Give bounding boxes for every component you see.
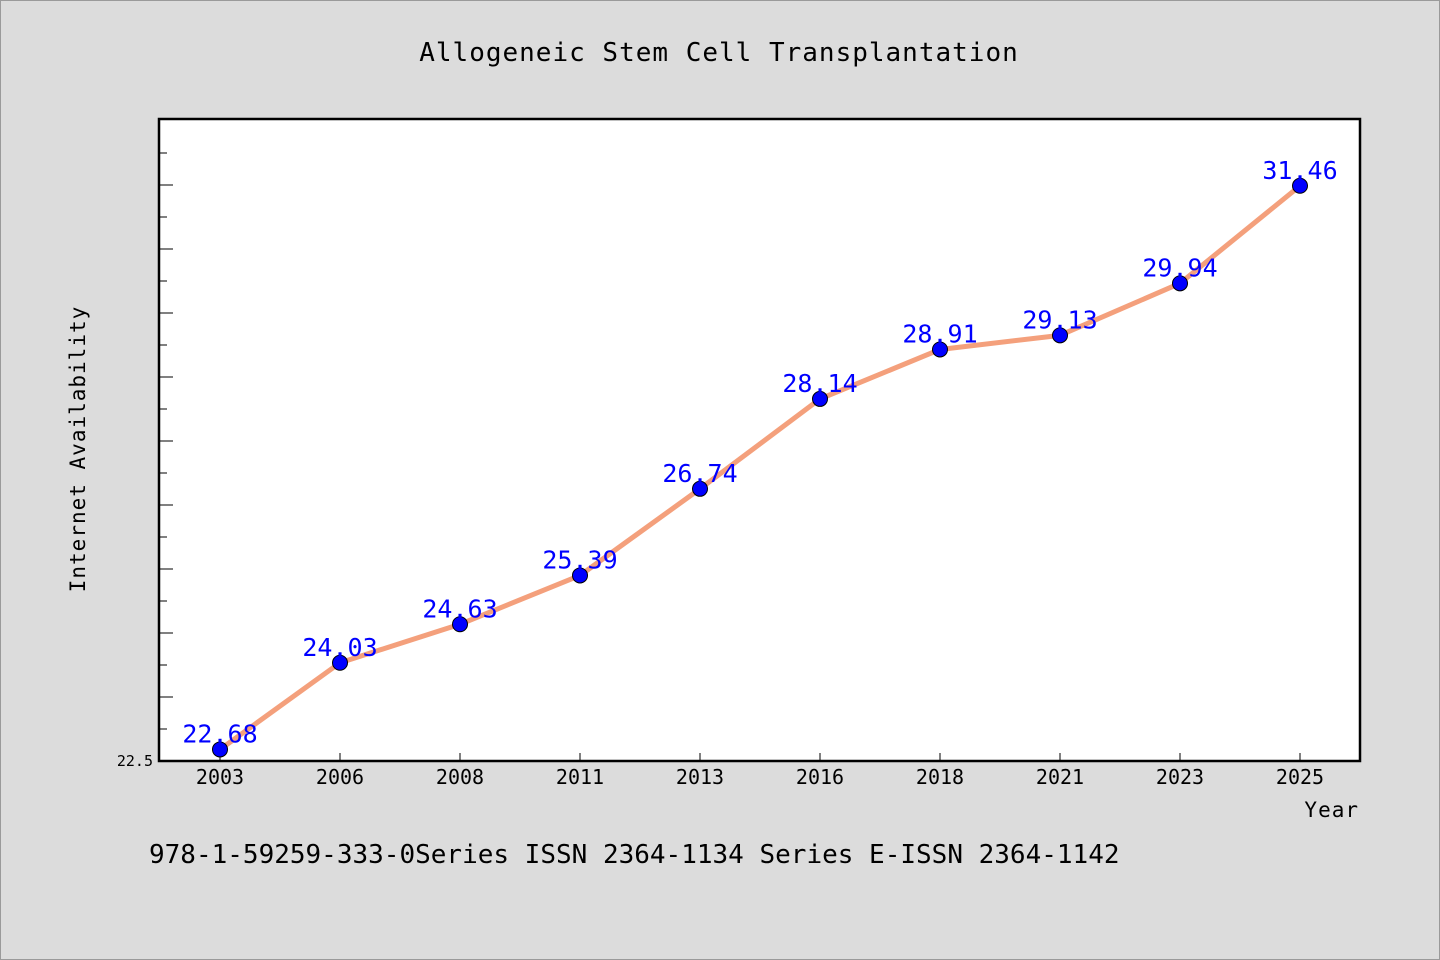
data-point-marker [1292,177,1308,194]
series-line-group [217,183,1303,752]
series-data-labels: 22.68 24.03 24.63 25.39 26.74 28.14 28.91 29.13… [182,156,1337,749]
data-point-marker [332,654,348,671]
x-axis-tick-labels: 2003 2006 2008 2011 2013 2016 2018 2021 2023 2025 [196,765,1324,789]
data-point-marker [212,741,228,758]
x-tick-label: 2013 [676,765,724,789]
data-label: 22.68 [182,719,257,748]
data-label: 29.94 [1142,253,1217,282]
x-tick-label: 2021 [1036,765,1084,789]
data-point-marker [1052,327,1068,344]
series-markers [212,177,1308,758]
data-point-marker [932,341,948,358]
y-axis-title: Internet Availability [66,306,90,593]
data-point-marker [572,567,588,584]
x-axis-title: Year [1304,798,1359,822]
footnote-isbn-issn: 978-1-59259-333-0Series ISSN 2364-1134 S… [149,840,1120,870]
x-tick-label: 2023 [1156,765,1204,789]
data-label: 28.14 [782,369,857,398]
data-label: 28.91 [902,319,977,348]
x-tick-label: 2025 [1276,765,1324,789]
y-axis-ticks [159,152,173,730]
x-tick-label: 2018 [916,765,964,789]
x-tick-label: 2016 [796,765,844,789]
chart-title: Allogeneic Stem Cell Transplantation [419,38,1019,68]
data-point-marker [452,616,468,633]
data-label: 25.39 [542,545,617,574]
series-line [217,183,1303,752]
data-label: 29.13 [1022,305,1097,334]
data-point-marker [1172,275,1188,292]
x-tick-label: 2008 [436,765,484,789]
x-tick-label: 2011 [556,765,604,789]
data-label: 24.03 [302,633,377,662]
data-label: 26.74 [662,459,737,488]
data-label: 24.63 [422,594,497,623]
y-axis-min-label: 22.5 [117,752,153,770]
data-point-marker [812,390,828,407]
data-point-marker [692,480,708,497]
data-label: 31.46 [1262,156,1337,185]
x-axis-ticks [219,753,1301,761]
x-tick-label: 2006 [316,765,364,789]
x-tick-label: 2003 [196,765,244,789]
